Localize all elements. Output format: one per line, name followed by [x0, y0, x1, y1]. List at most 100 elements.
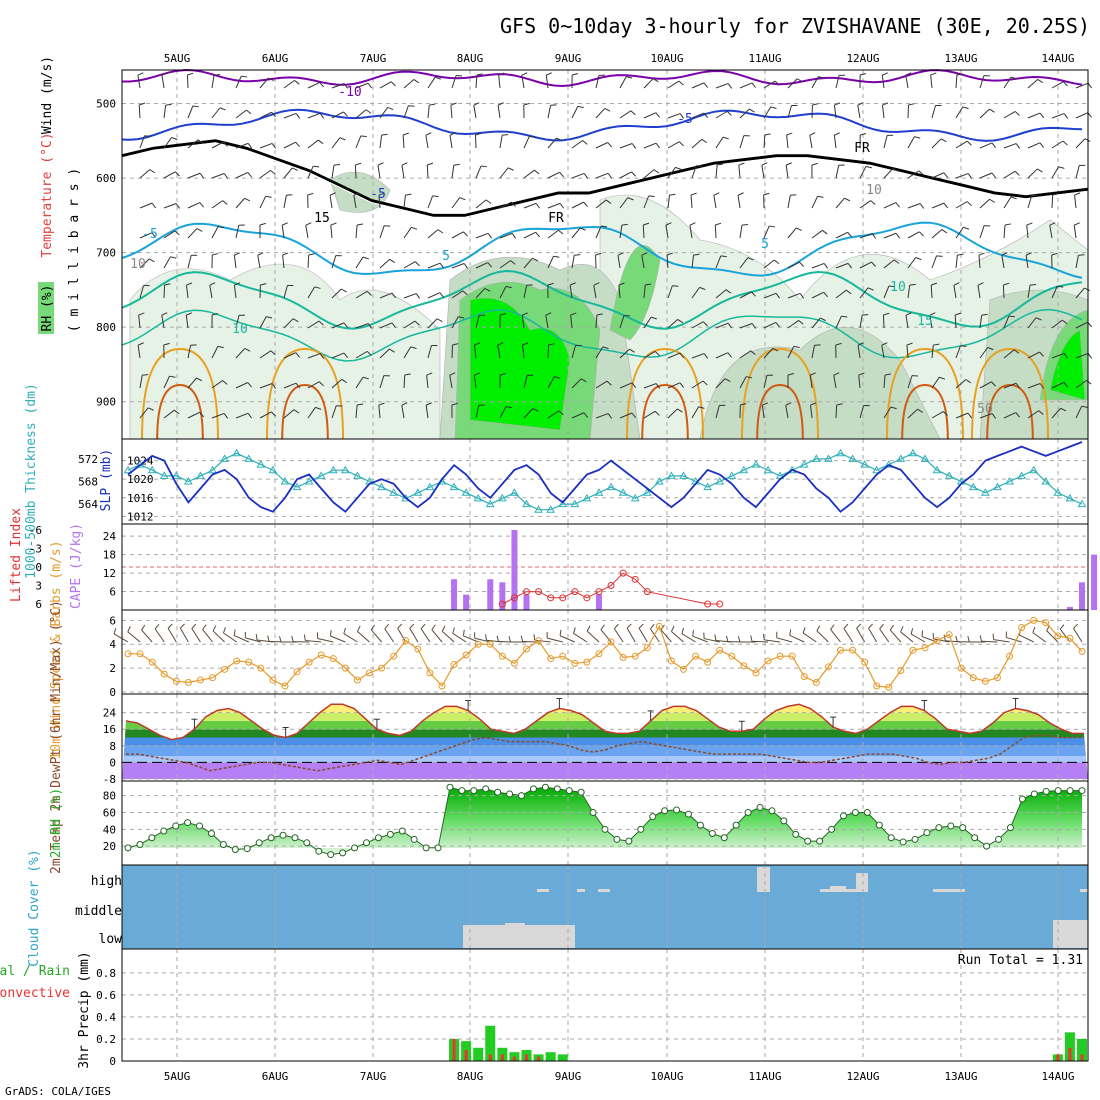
upper-wind-barb [499, 135, 503, 149]
upper-wind-barb [703, 112, 709, 119]
surface-wind-barb [496, 635, 499, 642]
isotherm-label: 10 [232, 322, 248, 337]
upper-wind-barb [979, 315, 983, 329]
surface-wind-barb [868, 628, 878, 643]
upper-wind-barb [747, 257, 754, 261]
thickness-marker [872, 465, 882, 474]
upper-wind-barb [690, 194, 693, 209]
upper-wind-barb [259, 77, 269, 89]
upper-wind-barb [881, 342, 888, 346]
upper-wind-barb [667, 167, 676, 179]
upper-wind-barb [163, 230, 176, 239]
surface-wind-barb [441, 630, 455, 643]
surface-wind-barb [586, 625, 591, 632]
upper-wind-barb [847, 263, 853, 269]
surface-wind-barb [856, 627, 866, 643]
precip-total-legend: Total / Rain [0, 964, 70, 979]
upper-wind-barb [235, 142, 249, 149]
upper-wind-barb [871, 233, 877, 239]
upper-wind-barb [962, 106, 969, 110]
upper-wind-barb [1003, 196, 1012, 209]
chart-title: GFS 0~10day 3-hourly for ZVISHAVANE (30E… [500, 14, 1090, 38]
upper-wind-barb [403, 346, 412, 359]
upper-wind-barb [139, 407, 149, 419]
upper-wind-barb [956, 73, 963, 76]
upper-wind-barb [529, 135, 536, 138]
upper-wind-barb [595, 142, 608, 149]
upper-wind-barb [774, 80, 780, 86]
upper-wind-barb [498, 75, 501, 89]
temp-band [122, 745, 1088, 757]
upper-wind-barb [738, 165, 741, 179]
upper-wind-barb [222, 380, 228, 385]
upper-wind-barb [737, 195, 741, 209]
upper-wind-barb [1063, 113, 1069, 119]
upper-wind-barb [451, 231, 464, 239]
rh-marker [196, 822, 204, 830]
upper-wind-barb [163, 203, 177, 209]
upper-wind-barb [244, 347, 251, 352]
upper-wind-barb [570, 315, 573, 329]
upper-wind-barb [713, 195, 717, 209]
li-marker [643, 588, 651, 596]
upper-wind-barb [690, 192, 697, 196]
thickness-marker [208, 465, 217, 474]
upper-wind-barb [763, 322, 776, 329]
upper-wind-barb [314, 286, 321, 289]
upper-wind-barb [883, 168, 894, 179]
upper-wind-barb [895, 232, 901, 239]
upper-wind-barb [883, 285, 890, 299]
wind-speed-marker [209, 674, 217, 682]
upper-wind-barb [834, 102, 841, 106]
isotherm-label: FR [854, 141, 870, 156]
upper-wind-barb [1074, 195, 1077, 209]
upper-wind-barb [174, 230, 180, 236]
upper-wind-barb [259, 142, 273, 149]
rh-marker [899, 838, 907, 846]
upper-wind-barb [607, 413, 613, 419]
upper-wind-barb [906, 345, 909, 359]
upper-wind-barb [936, 255, 943, 257]
upper-wind-barb [834, 132, 841, 136]
upper-wind-barb [502, 134, 509, 136]
upper-wind-barb [139, 375, 143, 389]
upper-wind-barb [499, 260, 511, 269]
upper-wind-barb [1074, 192, 1081, 196]
upper-wind-barb [596, 313, 603, 316]
cloud-level-label: middle [75, 904, 122, 919]
upper-wind-barb [714, 224, 717, 239]
upper-wind-barb [283, 382, 297, 389]
thickness-marker [413, 488, 423, 496]
upper-wind-barb [883, 374, 886, 389]
upper-wind-barb [940, 138, 947, 143]
upper-wind-barb [679, 352, 685, 359]
upper-wind-barb [355, 256, 364, 269]
upper-wind-barb [401, 165, 405, 179]
upper-wind-barb [451, 263, 465, 269]
upper-wind-barb [1051, 194, 1054, 209]
upper-wind-barb [979, 172, 993, 179]
isotherm-label: -5 [142, 227, 158, 242]
surface-wind-barb [921, 630, 924, 637]
upper-wind-barb [907, 136, 915, 149]
wind-speed-marker [788, 652, 796, 660]
upper-wind-barb [907, 375, 913, 389]
wind-axis-label: Wind (m/s) [40, 56, 55, 134]
upper-wind-barb [427, 229, 439, 239]
upper-wind-barb [379, 81, 392, 89]
upper-wind-barb [523, 257, 533, 269]
upper-wind-barb [1084, 287, 1090, 292]
wind-speed-marker [257, 664, 265, 672]
upper-wind-barb [630, 110, 636, 116]
upper-wind-barb [425, 135, 429, 149]
thickness-marker [836, 448, 845, 457]
wind-panel-label: 10m Wind Speed & Barbs (m/s) [49, 540, 64, 759]
surface-wind-barb [384, 623, 390, 630]
surface-wind-barb [638, 623, 644, 629]
surface-wind-barb [520, 635, 524, 642]
upper-wind-barb [197, 139, 204, 144]
bottom-day-label: 12AUG [846, 1070, 879, 1083]
wind-speed-marker [1066, 634, 1074, 642]
thickness-marker [1017, 471, 1026, 479]
upper-wind-barb [914, 136, 921, 139]
